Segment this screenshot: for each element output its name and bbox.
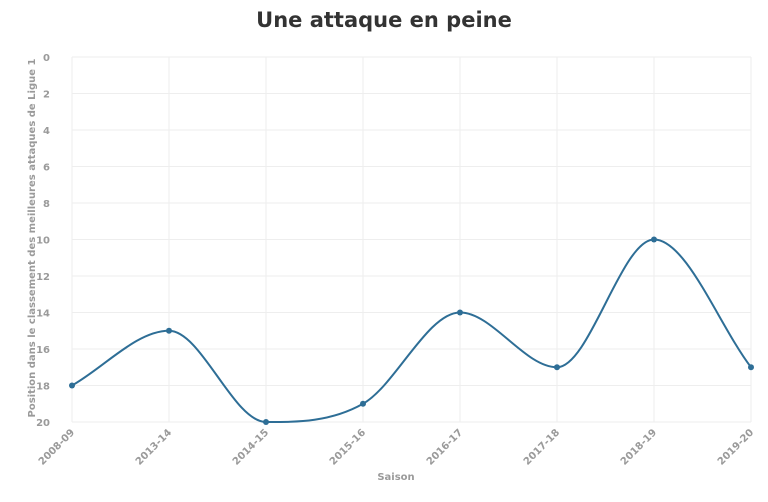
series-line [71, 238, 752, 424]
data-point [69, 382, 75, 389]
data-point [166, 327, 172, 334]
y-tick-label: 20 [36, 418, 50, 429]
grid-lines [71, 56, 752, 423]
y-tick-label: 0 [43, 53, 50, 64]
data-point [263, 419, 269, 425]
y-tick-label: 6 [43, 163, 50, 174]
x-tick-label: 2018-19 [619, 427, 659, 467]
y-tick-label: 12 [36, 272, 50, 283]
y-tick-label: 4 [43, 126, 50, 137]
x-tick-label: 2013-14 [134, 427, 174, 467]
y-tick-label: 18 [36, 382, 50, 393]
data-point [360, 400, 366, 407]
x-tick-label: 2016-17 [425, 427, 465, 467]
y-axis-label: Position dans le classement des meilleur… [27, 58, 38, 417]
series-layer [69, 236, 754, 425]
data-point [457, 309, 463, 316]
x-axis-ticks: 2008-09 2013-14 2014-15 2015-16 2016-17 2017-… [37, 427, 756, 467]
y-tick-label: 2 [43, 90, 50, 101]
x-tick-label: 2014-15 [231, 427, 271, 467]
y-tick-label: 10 [36, 236, 50, 247]
x-tick-label: 2019-20 [716, 427, 756, 467]
y-tick-label: 8 [43, 199, 50, 210]
data-point [554, 364, 560, 371]
data-point [748, 364, 754, 371]
y-axis-ticks: 0 2 4 6 8 10 12 14 16 18 20 [36, 53, 50, 429]
data-point [651, 236, 657, 243]
chart-title: Une attaque en peine [256, 8, 512, 32]
x-tick-label: 2015-16 [328, 427, 368, 467]
y-tick-label: 14 [36, 309, 50, 320]
x-tick-label: 2008-09 [37, 427, 77, 467]
x-axis-label: Saison [377, 472, 414, 483]
x-tick-label: 2017-18 [522, 427, 562, 467]
y-tick-label: 16 [36, 345, 50, 356]
